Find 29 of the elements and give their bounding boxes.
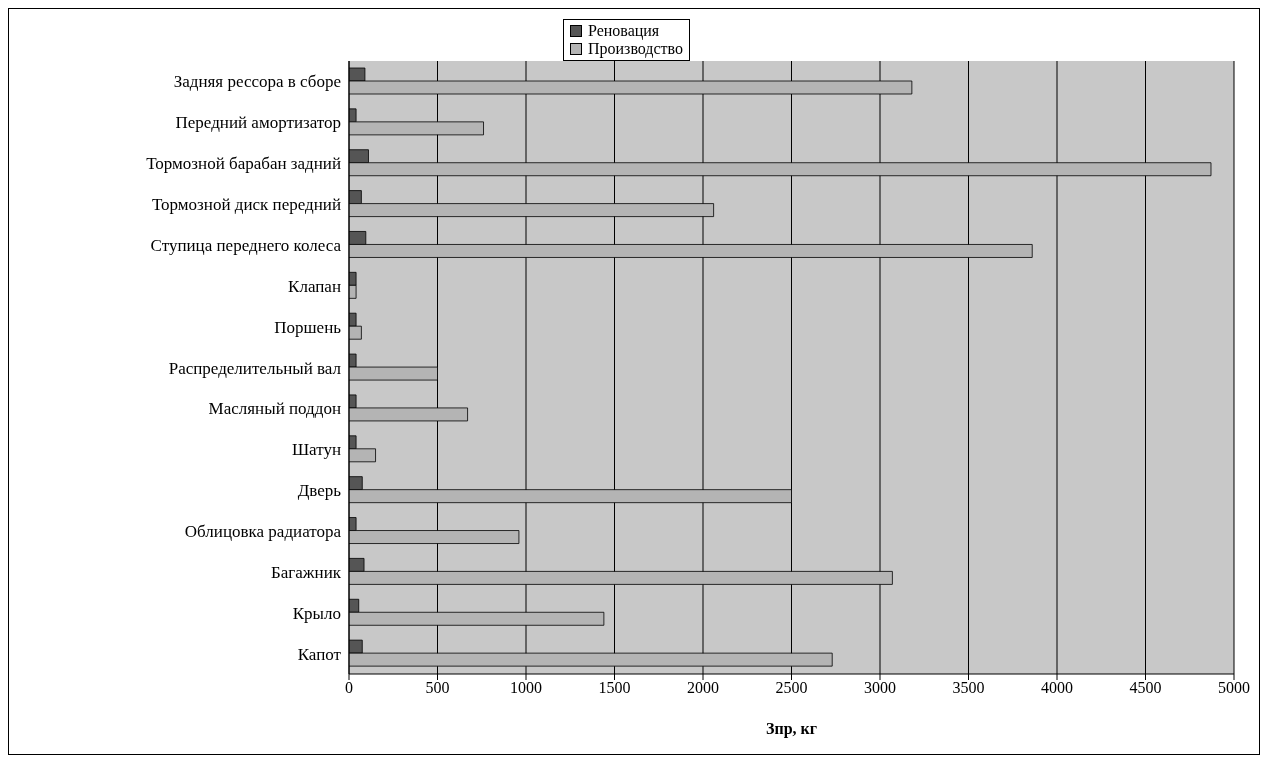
y-tick-label: Масляный поддон (208, 399, 341, 419)
x-tick-label: 2500 (775, 679, 808, 697)
x-tick-label: 1000 (510, 679, 542, 697)
x-axis-title: Зпр, кг (765, 720, 818, 738)
y-tick-label: Поршень (274, 317, 342, 337)
x-tick-label: 3000 (864, 679, 896, 697)
y-tick-label: Задняя рессора в сборе (173, 72, 341, 92)
y-tick-label: Капот (297, 644, 342, 664)
x-tick-label: 4000 (1041, 679, 1073, 697)
x-tick-label: 0 (345, 679, 353, 697)
x-tick-label: 1500 (598, 679, 631, 697)
y-tick-label: Тормозной диск передний (152, 195, 341, 215)
x-tick-label: 2000 (687, 679, 719, 697)
y-tick-label: Передний амортизатор (175, 113, 341, 133)
legend-label: Реновация (587, 22, 660, 40)
x-tick-label: 5000 (1218, 679, 1250, 697)
legend-label: Производство (587, 40, 684, 58)
y-tick-label: Крыло (292, 603, 341, 623)
y-tick-label: Дверь (297, 481, 342, 501)
y-tick-label: Тормозной барабан задний (146, 154, 341, 174)
y-tick-label: Распределительный вал (168, 358, 342, 378)
y-tick-label: Багажник (270, 562, 342, 582)
x-tick-label: 4500 (1129, 679, 1162, 697)
y-tick-label: Облицовка радиатора (184, 522, 342, 541)
x-tick-label: 3500 (952, 679, 985, 697)
y-tick-label: Клапан (288, 276, 341, 296)
x-tick-label: 500 (425, 679, 450, 697)
y-tick-label: Шатун (291, 440, 341, 460)
y-tick-label: Ступица переднего колеса (150, 235, 342, 255)
